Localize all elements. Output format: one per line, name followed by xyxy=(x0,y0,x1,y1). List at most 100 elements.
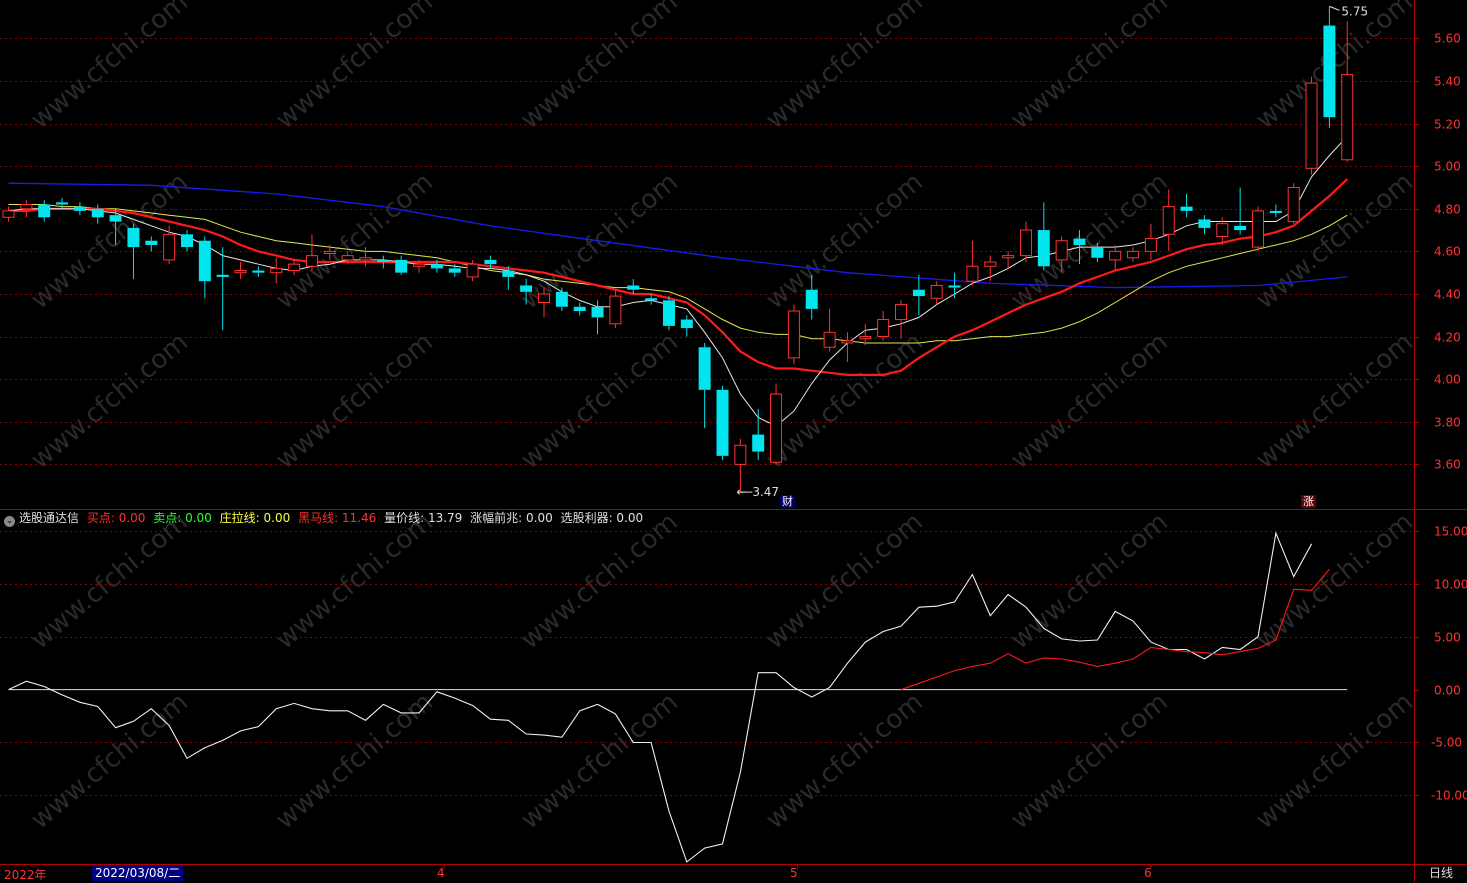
candle-body xyxy=(73,206,86,211)
candle-body xyxy=(323,250,336,255)
candle-body xyxy=(1037,230,1050,267)
legend-sell-point: 卖点: 0.00 xyxy=(153,511,212,525)
candle xyxy=(163,225,176,265)
candle-body xyxy=(770,393,783,463)
candle xyxy=(395,255,408,275)
candle-body xyxy=(538,293,550,303)
candle-body xyxy=(181,234,193,248)
legend-heima-line: 黑马线: 11.46 xyxy=(298,511,377,525)
limit-up-tag[interactable]: 涨 xyxy=(1301,495,1316,508)
candle xyxy=(288,259,301,275)
candle-body xyxy=(520,285,533,292)
candle-body xyxy=(56,202,69,205)
candle-body xyxy=(91,208,104,218)
candle-body xyxy=(1162,206,1175,235)
candle xyxy=(1269,204,1282,218)
candle xyxy=(716,385,729,461)
price-tick-label: 3.60 xyxy=(1434,458,1461,472)
month-label-6: 6 xyxy=(1144,866,1152,880)
candle xyxy=(1002,251,1015,269)
indicator-tick-label: 15.00 xyxy=(1434,525,1467,539)
candle xyxy=(698,342,711,429)
indicator-tick-label: 10.00 xyxy=(1434,578,1467,592)
candle-body xyxy=(38,204,51,218)
price-tick-label: 4.40 xyxy=(1434,288,1461,302)
candle-body xyxy=(1019,229,1032,257)
price-tick-label: 5.20 xyxy=(1434,118,1461,132)
candle xyxy=(198,236,211,299)
candle xyxy=(1287,183,1300,224)
candle-body xyxy=(1269,210,1282,214)
candle-body xyxy=(1109,250,1122,261)
candle xyxy=(859,323,872,346)
indicator-name[interactable]: 选股通达信 xyxy=(19,511,80,525)
candle xyxy=(413,259,426,273)
collapse-icon[interactable]: ⌄ xyxy=(4,516,15,527)
candle xyxy=(377,255,390,269)
candle-body xyxy=(1305,82,1318,169)
candle xyxy=(270,257,283,284)
candle xyxy=(466,259,479,282)
candle-body xyxy=(645,298,658,301)
candle-body xyxy=(270,267,283,274)
watermark-text: www.cfchi.com xyxy=(1250,507,1419,655)
candle-body xyxy=(1180,206,1193,211)
candle xyxy=(984,255,997,282)
candle xyxy=(662,296,675,331)
period-selector[interactable]: 日线 xyxy=(1428,866,1453,880)
candle xyxy=(430,259,443,273)
candle xyxy=(966,240,979,286)
candle xyxy=(1252,206,1264,252)
candle xyxy=(1127,247,1140,263)
candle-body xyxy=(1234,225,1247,231)
candle xyxy=(252,266,265,277)
candle xyxy=(823,308,836,352)
candle xyxy=(484,255,497,269)
candle xyxy=(56,198,69,209)
candle xyxy=(805,274,818,320)
candle-body xyxy=(20,204,33,210)
watermark-text: www.cfchi.com xyxy=(270,0,439,135)
candle xyxy=(609,289,622,329)
candle-body xyxy=(1198,219,1211,228)
selected-date: 2022/03/08/二 xyxy=(92,865,184,881)
legend-buy-point: 买点: 0.00 xyxy=(86,511,146,525)
candle xyxy=(1234,187,1247,235)
candle xyxy=(627,279,640,294)
candle xyxy=(680,315,693,337)
candle-body xyxy=(127,227,140,248)
candle xyxy=(2,206,15,222)
candle xyxy=(127,223,140,280)
watermark-text: www.cfchi.com xyxy=(760,327,929,475)
candle-body xyxy=(627,285,640,290)
candle xyxy=(1055,236,1068,273)
candle xyxy=(912,274,925,316)
candle xyxy=(323,244,336,260)
candle-body xyxy=(841,340,854,344)
watermark-text: www.cfchi.com xyxy=(270,507,439,655)
candle-body xyxy=(163,233,176,261)
candle xyxy=(1037,202,1050,271)
candle-body xyxy=(2,210,15,218)
candle xyxy=(1091,242,1104,263)
watermark-text: www.cfchi.com xyxy=(25,327,194,475)
candle-body xyxy=(216,274,229,277)
watermark-text: www.cfchi.com xyxy=(760,0,929,135)
candle-body xyxy=(591,306,604,318)
ma-blue-line xyxy=(8,182,1348,289)
indicator-tick-label: -10.00 xyxy=(1431,789,1467,803)
price-tick-label: 5.40 xyxy=(1434,75,1461,89)
candle-body xyxy=(752,434,765,452)
watermark-text: www.cfchi.com xyxy=(1005,0,1174,135)
candle xyxy=(20,200,33,218)
candle-body xyxy=(288,263,301,272)
finance-tag[interactable]: 财 xyxy=(780,495,795,508)
watermark-text: www.cfchi.com xyxy=(515,507,684,655)
indicator-tick-label: 0.00 xyxy=(1434,684,1461,698)
price-tick-label: 5.00 xyxy=(1434,160,1461,174)
candle xyxy=(591,300,604,335)
candle xyxy=(359,247,372,267)
candle-body xyxy=(1323,25,1336,118)
price-tick-label: 5.60 xyxy=(1434,32,1461,46)
